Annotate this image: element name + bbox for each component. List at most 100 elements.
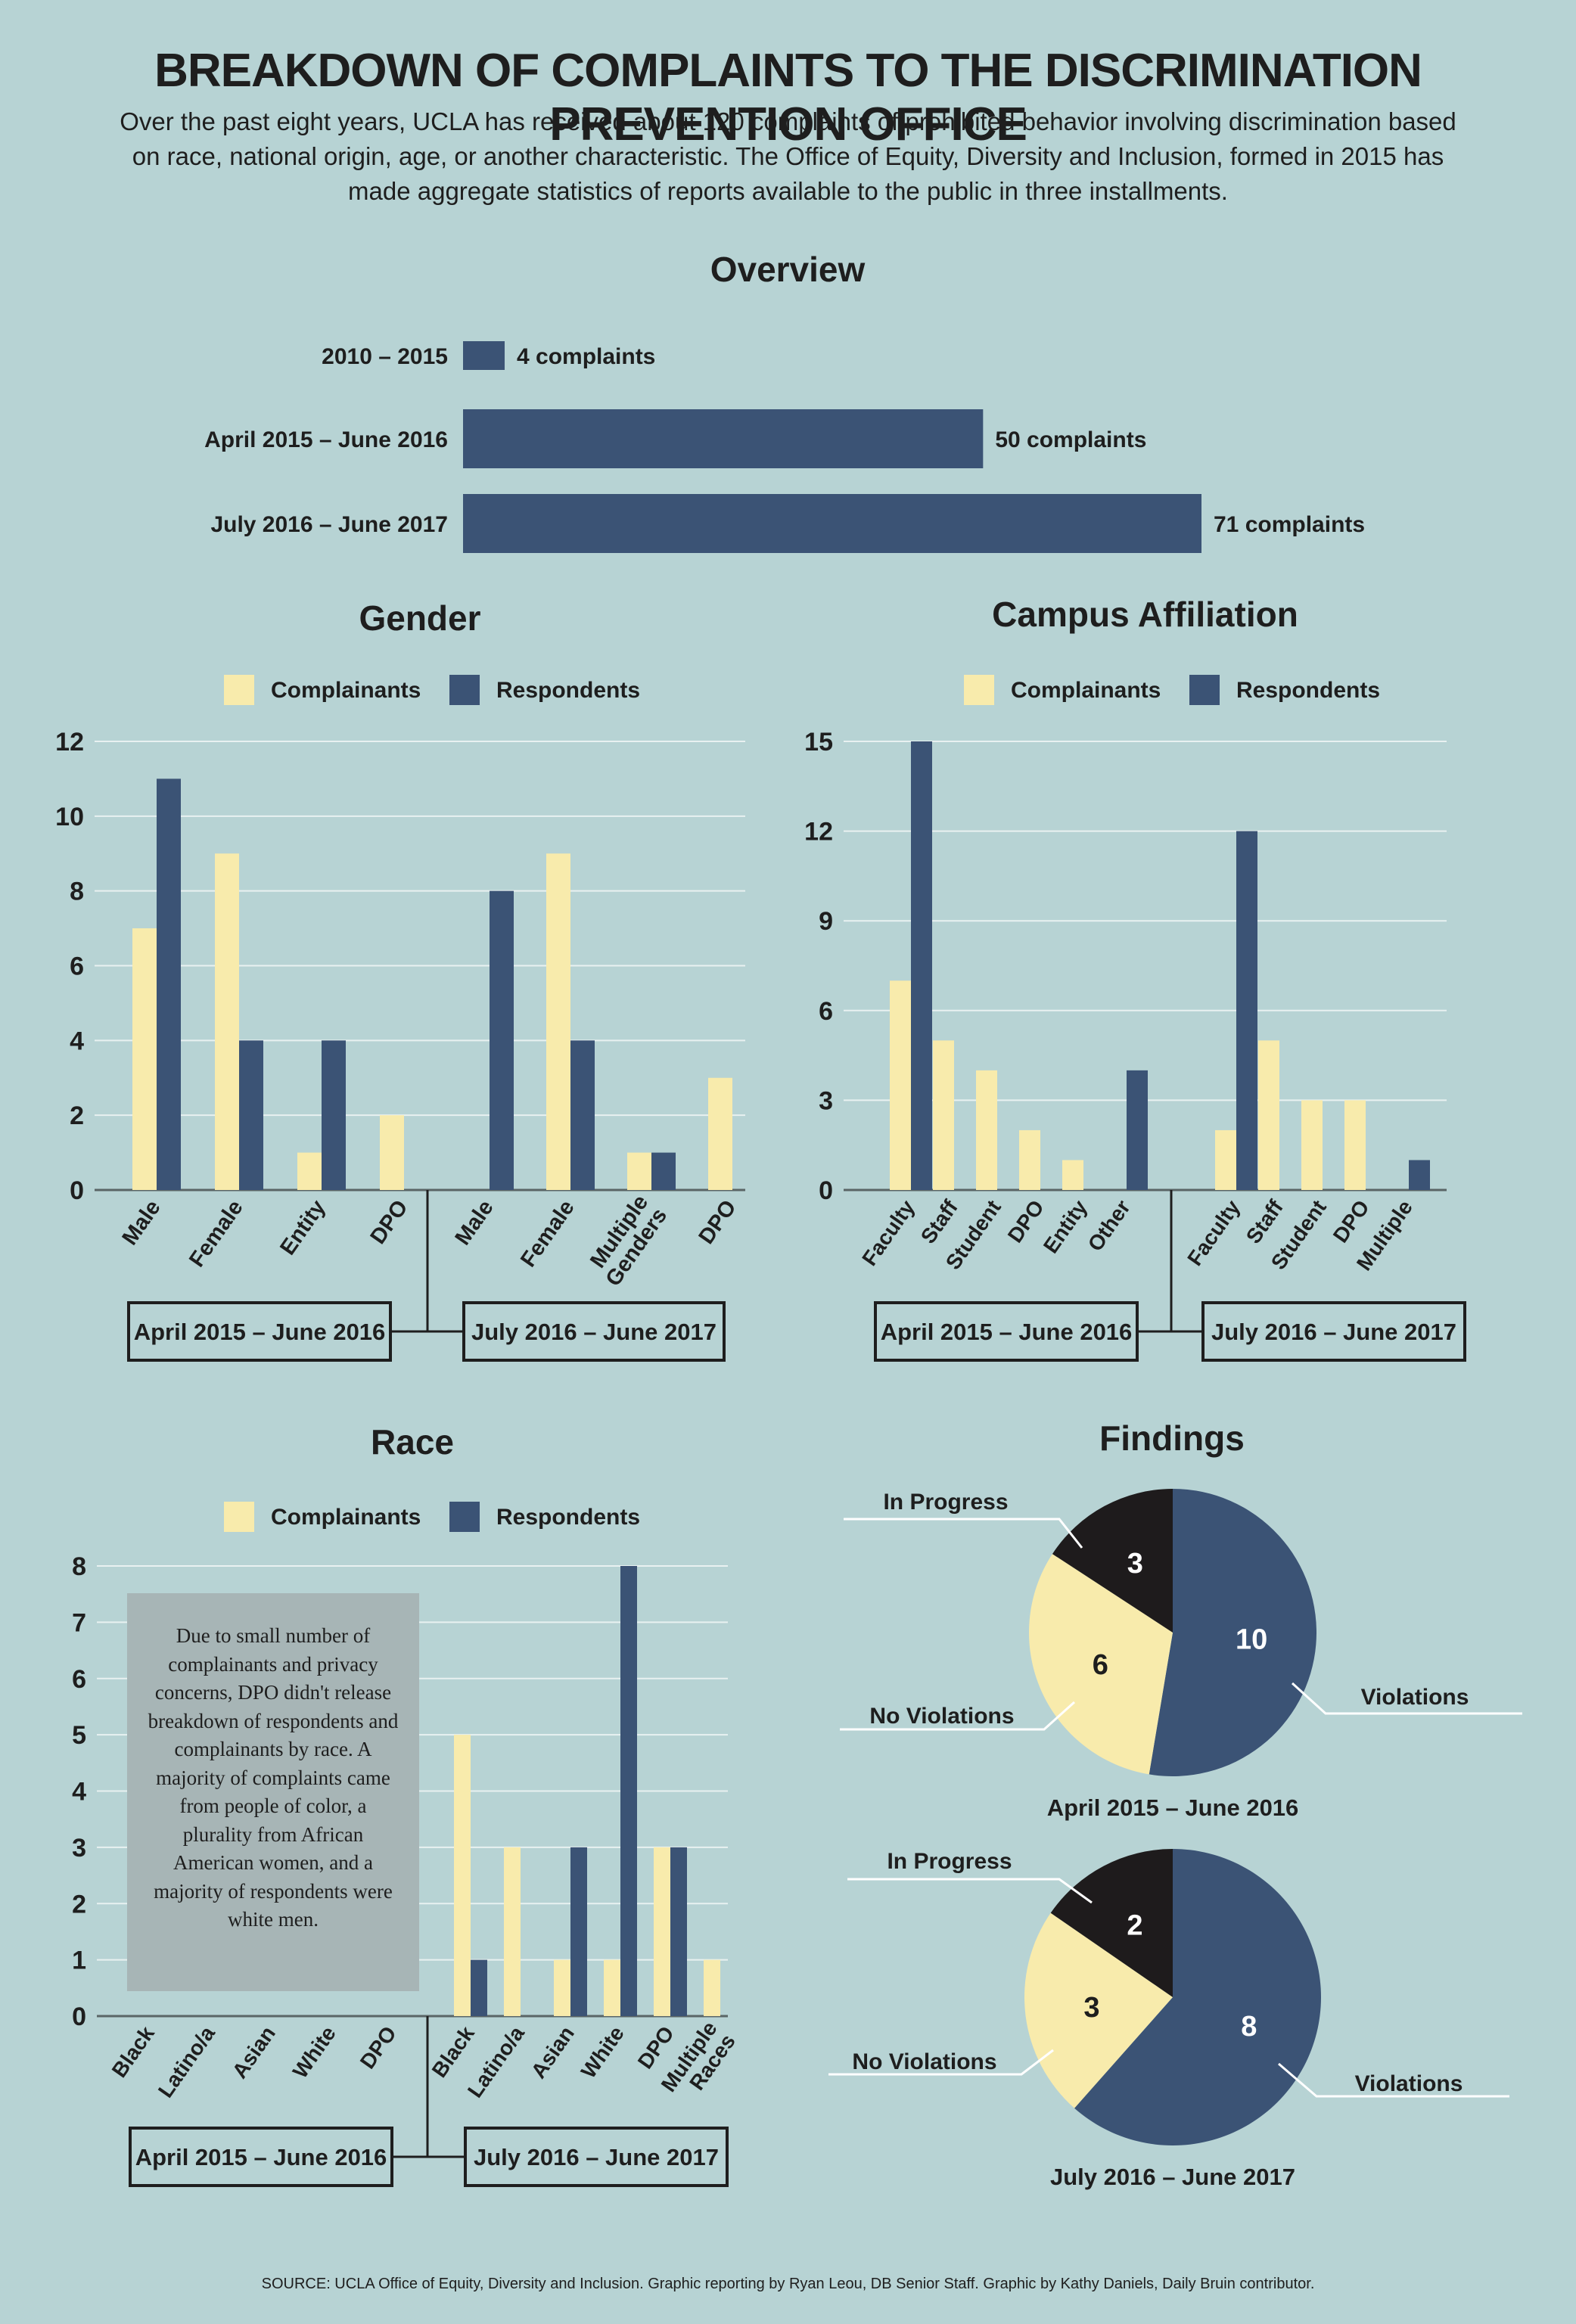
pie-slice-value: 3 xyxy=(1127,1548,1143,1580)
pie-slice-prog xyxy=(1052,1489,1173,1633)
pie-slice-value: 2 xyxy=(1127,1910,1142,1942)
race-category-label: Asian xyxy=(228,2022,280,2083)
gender-y-tick-label: 8 xyxy=(70,878,84,906)
pie-slice-value: 3 xyxy=(1083,1992,1099,2024)
pie-slice-label: Violations xyxy=(1361,1685,1469,1710)
overview-category-label: July 2016 – June 2017 xyxy=(210,512,448,537)
gender-bar-respondents xyxy=(157,778,181,1190)
race-bar-complainants xyxy=(554,1959,570,2016)
campus-bar-complainants xyxy=(1301,1100,1323,1190)
gender-y-tick-label: 6 xyxy=(70,952,84,981)
source-credit: SOURCE: UCLA Office of Equity, Diversity… xyxy=(261,2276,1315,2292)
pie-slice-label: No Violations xyxy=(852,2049,996,2074)
gender-category-label: MultipleGenders xyxy=(583,1191,673,1291)
pie-slice-noviol xyxy=(1024,1912,1173,2108)
pie-slice-label: Violations xyxy=(1355,2071,1463,2096)
overview-value-label: 50 complaints xyxy=(995,427,1146,452)
campus-bar-respondents xyxy=(1236,831,1257,1190)
page-title: BREAKDOWN OF COMPLAINTS TO THE DISCRIMIN… xyxy=(154,45,1422,151)
gender-bar-respondents xyxy=(490,890,514,1190)
pie-period-label: April 2015 – June 2016 xyxy=(1047,1794,1299,1821)
pie-slice-noviol xyxy=(1029,1554,1173,1775)
gender-bar-complainants xyxy=(215,853,239,1190)
overview-category-label: 2010 – 2015 xyxy=(322,344,448,369)
gender-category-label: DPO xyxy=(694,1196,741,1249)
gender-y-tick-label: 12 xyxy=(55,728,84,757)
gender-bar-respondents xyxy=(570,1040,595,1190)
campus-bar-respondents xyxy=(1127,1070,1148,1190)
gender-period-label: April 2015 – June 2016 xyxy=(134,1319,386,1345)
pie-leader-line xyxy=(844,1518,1083,1549)
campus-y-tick-label: 15 xyxy=(804,728,833,757)
race-category-label: Black xyxy=(427,2021,479,2081)
pie-leader-line xyxy=(828,2049,1054,2076)
campus-bar-complainants xyxy=(890,980,911,1190)
race-period-label: July 2016 – June 2017 xyxy=(474,2144,719,2170)
campus-period-box xyxy=(874,1301,1139,1362)
gender-category-label: Female xyxy=(516,1196,580,1272)
race-y-tick-label: 6 xyxy=(72,1665,86,1694)
gender-bar-complainants xyxy=(297,1152,322,1190)
gender-category-label: Entity xyxy=(275,1196,330,1260)
pie-slice-viol xyxy=(1074,1849,1322,2146)
race-bar-respondents xyxy=(570,1847,587,2016)
legend-complainants-swatch xyxy=(224,675,254,705)
campus-bar-complainants xyxy=(1258,1040,1279,1190)
campus-y-tick-label: 3 xyxy=(819,1086,833,1115)
race-category-label: DPO xyxy=(356,2022,401,2073)
pie-leader-line xyxy=(840,1701,1076,1731)
campus-bar-complainants xyxy=(1019,1129,1040,1190)
pie-leader-line xyxy=(847,1878,1093,1904)
campus-bar-respondents xyxy=(911,741,932,1190)
campus-period-label: July 2016 – June 2017 xyxy=(1211,1319,1456,1345)
race-y-tick-label: 2 xyxy=(72,1890,86,1919)
campus-bar-complainants xyxy=(976,1070,997,1190)
legend-complainants-label: Complainants xyxy=(1011,678,1161,703)
gender-title: Gender xyxy=(359,598,480,638)
race-period-box xyxy=(464,2127,729,2187)
race-y-tick-label: 7 xyxy=(72,1608,86,1637)
overview-category-label: April 2015 – June 2016 xyxy=(204,427,448,452)
overview-bar xyxy=(463,341,505,370)
race-category-label: Asian xyxy=(527,2022,579,2083)
race-y-tick-label: 4 xyxy=(72,1778,86,1807)
gender-bar-complainants xyxy=(132,928,157,1190)
gender-bar-respondents xyxy=(322,1040,346,1190)
gender-category-label: Female xyxy=(185,1196,248,1272)
legend-respondents-swatch xyxy=(1189,675,1220,705)
campus-y-tick-label: 12 xyxy=(804,818,833,847)
race-period-box xyxy=(129,2127,393,2187)
overview-value-label: 4 complaints xyxy=(517,344,655,369)
gender-period-box xyxy=(127,1301,392,1362)
race-category-label: Latino/a xyxy=(154,2021,219,2102)
gender-bar-respondents xyxy=(239,1040,263,1190)
campus-category-label: Faculty xyxy=(1183,1195,1245,1269)
findings-title: Findings xyxy=(1099,1418,1245,1458)
race-bar-respondents xyxy=(620,1566,637,2016)
pie-leader-line xyxy=(1291,1682,1522,1715)
gender-y-tick-label: 0 xyxy=(70,1176,84,1205)
gender-y-tick-label: 4 xyxy=(70,1027,84,1055)
gender-bar-complainants xyxy=(380,1115,404,1190)
overview-value-label: 71 complaints xyxy=(1214,512,1365,537)
race-note-box: Due to small number of complainants and … xyxy=(127,1593,419,1991)
campus-category-label: Entity xyxy=(1039,1195,1092,1257)
race-y-tick-label: 3 xyxy=(72,1834,86,1863)
intro-text: Over the past eight years, UCLA has rece… xyxy=(120,107,1456,205)
race-bar-complainants xyxy=(604,1959,620,2016)
campus-category-label: Faculty xyxy=(857,1195,919,1269)
overview-bar xyxy=(463,494,1201,553)
campus-bar-complainants xyxy=(1344,1100,1366,1190)
pie-slice-label: No Violations xyxy=(869,1704,1014,1729)
race-y-tick-label: 8 xyxy=(72,1552,86,1581)
legend-respondents-label: Respondents xyxy=(1236,678,1380,703)
race-bar-complainants xyxy=(654,1847,670,2016)
campus-bar-respondents xyxy=(1409,1160,1430,1190)
gender-bar-complainants xyxy=(708,1077,732,1190)
gender-category-label: DPO xyxy=(365,1196,412,1249)
race-category-label: White xyxy=(577,2022,629,2083)
gender-bar-complainants xyxy=(627,1152,651,1190)
gender-period-box xyxy=(462,1301,726,1362)
race-y-tick-label: 5 xyxy=(72,1721,86,1750)
campus-period-box xyxy=(1201,1301,1466,1362)
